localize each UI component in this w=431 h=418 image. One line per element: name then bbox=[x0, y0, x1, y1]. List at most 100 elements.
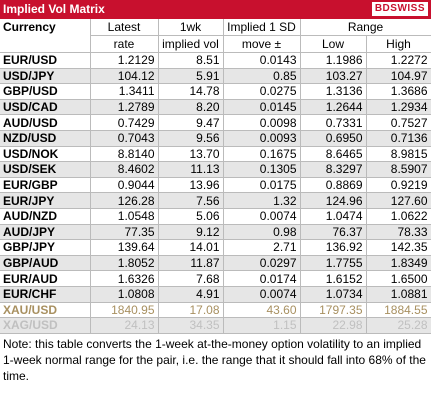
column-header: High bbox=[366, 35, 431, 53]
table-row: GBP/AUD 1.8052 11.87 0.0297 1.7755 1.8349 bbox=[0, 255, 431, 272]
value-cell: 0.0297 bbox=[223, 255, 301, 272]
value-cell: 0.0074 bbox=[223, 286, 301, 303]
value-cell: 7.68 bbox=[158, 270, 224, 287]
value-cell: 1.1986 bbox=[300, 52, 367, 69]
value-cell: 1.0734 bbox=[300, 286, 367, 303]
value-cell: 0.7429 bbox=[90, 114, 159, 131]
value-cell: 8.3297 bbox=[300, 161, 367, 178]
table-row: GBP/USD 1.3411 14.78 0.0275 1.3136 1.3686 bbox=[0, 83, 431, 100]
currency-cell: EUR/CHF bbox=[0, 286, 91, 303]
value-cell: 1.2934 bbox=[366, 99, 431, 116]
value-cell: 1.2272 bbox=[366, 52, 431, 69]
value-cell: 1.6500 bbox=[366, 270, 431, 287]
value-cell: 14.01 bbox=[158, 239, 224, 256]
value-cell: 1.8052 bbox=[90, 255, 159, 272]
value-cell: 9.56 bbox=[158, 130, 224, 147]
value-cell: 1.2789 bbox=[90, 99, 159, 116]
value-cell: 8.20 bbox=[158, 99, 224, 116]
value-cell: 8.8140 bbox=[90, 146, 159, 163]
value-cell: 11.13 bbox=[158, 161, 224, 178]
header-row: Currency Latest 1wk Implied 1 SD Range bbox=[0, 19, 431, 53]
value-cell: 0.98 bbox=[223, 224, 301, 241]
table-row: NZD/USD 0.7043 9.56 0.0093 0.6950 0.7136 bbox=[0, 130, 431, 147]
currency-cell: GBP/USD bbox=[0, 83, 91, 100]
value-cell: 0.7527 bbox=[366, 114, 431, 131]
value-cell: 124.96 bbox=[300, 192, 367, 209]
currency-cell: USD/NOK bbox=[0, 146, 91, 163]
value-cell: 9.47 bbox=[158, 114, 224, 131]
value-cell: 142.35 bbox=[366, 239, 431, 256]
value-cell: 0.7043 bbox=[90, 130, 159, 147]
value-cell: 1.0622 bbox=[366, 208, 431, 225]
currency-cell: AUD/NZD bbox=[0, 208, 91, 225]
note: Note: this table converts the 1-week at-… bbox=[3, 337, 426, 383]
table-row: EUR/CHF 1.0808 4.91 0.0074 1.0734 1.0881 bbox=[0, 286, 431, 303]
table-row: USD/CAD 1.2789 8.20 0.0145 1.2644 1.2934 bbox=[0, 99, 431, 116]
table-row: XAU/USD 1840.95 17.08 43.60 1797.35 1884.55 bbox=[0, 302, 431, 319]
column-header: Implied 1 SD bbox=[223, 19, 301, 36]
value-cell: 1.0548 bbox=[90, 208, 159, 225]
currency-cell: XAG/USD bbox=[0, 317, 91, 334]
value-cell: 1.0474 bbox=[300, 208, 367, 225]
title-bar: Implied Vol Matrix BDSWISS bbox=[0, 0, 431, 19]
table-row: GBP/JPY 139.64 14.01 2.71 136.92 142.35 bbox=[0, 239, 431, 256]
currency-cell: GBP/AUD bbox=[0, 255, 91, 272]
value-cell: 104.97 bbox=[366, 68, 431, 85]
value-cell: 76.37 bbox=[300, 224, 367, 241]
value-cell: 0.0175 bbox=[223, 177, 301, 194]
currency-cell: XAU/USD bbox=[0, 302, 91, 319]
value-cell: 0.0145 bbox=[223, 99, 301, 116]
value-cell: 0.8869 bbox=[300, 177, 367, 194]
value-cell: 0.9219 bbox=[366, 177, 431, 194]
value-cell: 43.60 bbox=[223, 302, 301, 319]
value-cell: 139.64 bbox=[90, 239, 159, 256]
value-cell: 0.0275 bbox=[223, 83, 301, 100]
value-cell: 1797.35 bbox=[300, 302, 367, 319]
value-cell: 104.12 bbox=[90, 68, 159, 85]
value-cell: 1.2129 bbox=[90, 52, 159, 69]
currency-cell: EUR/JPY bbox=[0, 192, 91, 209]
currency-cell: NZD/USD bbox=[0, 130, 91, 147]
value-cell: 13.70 bbox=[158, 146, 224, 163]
value-cell: 5.06 bbox=[158, 208, 224, 225]
table-row: XAG/USD 24.13 34.35 1.15 22.98 25.28 bbox=[0, 317, 431, 334]
table-row: AUD/USD 0.7429 9.47 0.0098 0.7331 0.7527 bbox=[0, 114, 431, 131]
value-cell: 1884.55 bbox=[366, 302, 431, 319]
value-cell: 0.0143 bbox=[223, 52, 301, 69]
column-header: 1wk bbox=[158, 19, 224, 36]
value-cell: 0.9044 bbox=[90, 177, 159, 194]
currency-cell: GBP/JPY bbox=[0, 239, 91, 256]
value-cell: 1.0881 bbox=[366, 286, 431, 303]
value-cell: 1.6152 bbox=[300, 270, 367, 287]
value-cell: 0.1305 bbox=[223, 161, 301, 178]
column-header: Range bbox=[300, 19, 431, 36]
value-cell: 34.35 bbox=[158, 317, 224, 334]
value-cell: 1.3686 bbox=[366, 83, 431, 100]
currency-cell: USD/JPY bbox=[0, 68, 91, 85]
value-cell: 9.12 bbox=[158, 224, 224, 241]
value-cell: 78.33 bbox=[366, 224, 431, 241]
value-cell: 1.3411 bbox=[90, 83, 159, 100]
value-cell: 0.0074 bbox=[223, 208, 301, 225]
header-row: rate implied vol move ± Low High bbox=[0, 35, 431, 53]
title: Implied Vol Matrix bbox=[3, 2, 105, 16]
currency-cell: EUR/AUD bbox=[0, 270, 91, 287]
value-cell: 8.4602 bbox=[90, 161, 159, 178]
currency-cell: AUD/USD bbox=[0, 114, 91, 131]
value-cell: 8.9815 bbox=[366, 146, 431, 163]
table-row: AUD/JPY 77.35 9.12 0.98 76.37 78.33 bbox=[0, 224, 431, 241]
value-cell: 1.8349 bbox=[366, 255, 431, 272]
value-cell: 22.98 bbox=[300, 317, 367, 334]
value-cell: 11.87 bbox=[158, 255, 224, 272]
value-cell: 17.08 bbox=[158, 302, 224, 319]
table-row: AUD/NZD 1.0548 5.06 0.0074 1.0474 1.0622 bbox=[0, 208, 431, 225]
vol-table: Currency Latest 1wk Implied 1 SD Range rate im… bbox=[0, 19, 431, 334]
value-cell: 126.28 bbox=[90, 192, 159, 209]
currency-cell: USD/SEK bbox=[0, 161, 91, 178]
value-cell: 8.6465 bbox=[300, 146, 367, 163]
currency-cell: EUR/GBP bbox=[0, 177, 91, 194]
value-cell: 8.51 bbox=[158, 52, 224, 69]
column-header: Latest bbox=[90, 19, 159, 36]
value-cell: 1.15 bbox=[223, 317, 301, 334]
